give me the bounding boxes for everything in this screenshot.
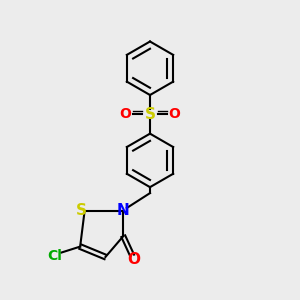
Text: S: S	[76, 203, 87, 218]
Text: Cl: Cl	[47, 248, 62, 262]
Text: O: O	[168, 107, 180, 121]
Text: S: S	[145, 107, 155, 122]
Text: O: O	[127, 252, 140, 267]
Text: O: O	[120, 107, 132, 121]
Text: N: N	[117, 203, 130, 218]
